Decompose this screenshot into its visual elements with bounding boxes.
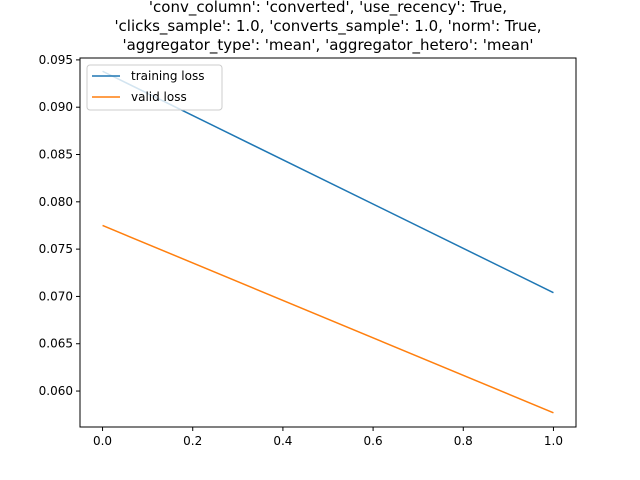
y-tick-label: 0.095 [39,53,73,67]
chart-title-line-2: 'clicks_sample': 1.0, 'converts_sample':… [114,17,541,36]
chart-title-line-3: 'aggregator_type': 'mean', 'aggregator_h… [122,36,533,55]
x-tick-label: 0.6 [364,434,383,448]
x-axis: 0.0 0.2 0.4 0.6 0.8 1.0 [93,427,563,448]
chart-title-line-1: 'conv_column': 'converted', 'use_recency… [149,0,507,17]
y-tick-label: 0.080 [39,195,73,209]
chart-title: 'conv_column': 'converted', 'use_recency… [114,0,541,55]
legend-label: training loss [131,69,204,83]
y-tick-label: 0.065 [39,337,73,351]
y-tick-label: 0.070 [39,289,73,303]
x-tick-label: 0.4 [273,434,292,448]
legend: training loss valid loss [86,64,223,111]
legend-label: valid loss [131,90,187,104]
y-axis: 0.060 0.065 0.070 0.075 0.080 0.085 0.090 0.095 [39,53,80,398]
plot-frame [79,57,577,428]
x-tick-label: 0.2 [183,434,202,448]
x-tick-label: 0.8 [454,434,473,448]
y-tick-label: 0.085 [39,148,73,162]
series-line-valid-loss [102,224,554,414]
x-tick-label: 1.0 [544,434,563,448]
y-tick-label: 0.060 [39,384,73,398]
x-tick-label: 0.0 [93,434,112,448]
y-tick-label: 0.075 [39,242,73,256]
plot-lines [102,70,554,414]
legend-box [86,64,223,111]
y-tick-label: 0.090 [39,100,73,114]
